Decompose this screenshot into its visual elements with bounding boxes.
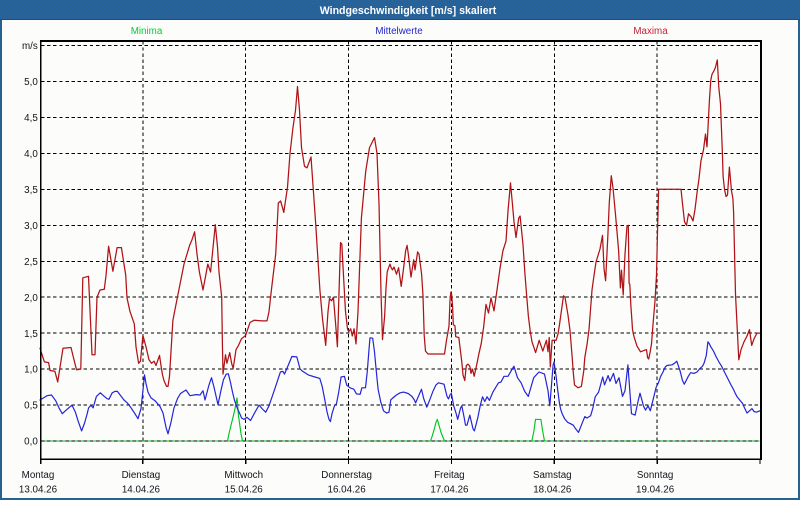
svg-text:4,5: 4,5	[24, 113, 38, 124]
svg-text:19.04.26: 19.04.26	[636, 485, 675, 496]
svg-text:0,0: 0,0	[24, 437, 38, 448]
svg-text:Donnerstag: Donnerstag	[321, 470, 372, 481]
svg-text:Minima: Minima	[131, 26, 163, 37]
svg-text:14.04.26: 14.04.26	[122, 485, 161, 496]
svg-text:2,0: 2,0	[24, 293, 38, 304]
svg-text:Freitag: Freitag	[434, 470, 465, 481]
svg-text:1,5: 1,5	[24, 329, 38, 340]
svg-text:Windgeschwindigkeit [m/s] skal: Windgeschwindigkeit [m/s] skaliert	[320, 5, 497, 17]
svg-text:Dienstag: Dienstag	[122, 470, 161, 481]
svg-text:4,0: 4,0	[24, 149, 38, 160]
svg-text:Samstag: Samstag	[533, 470, 572, 481]
svg-text:13.04.26: 13.04.26	[19, 485, 58, 496]
svg-text:17.04.26: 17.04.26	[430, 485, 469, 496]
svg-text:Mittwoch: Mittwoch	[224, 470, 263, 481]
svg-text:15.04.26: 15.04.26	[225, 485, 264, 496]
svg-text:0,5: 0,5	[24, 401, 38, 412]
svg-text:1,0: 1,0	[24, 365, 38, 376]
svg-text:18.04.26: 18.04.26	[533, 485, 572, 496]
svg-text:3,5: 3,5	[24, 185, 38, 196]
svg-text:m/s: m/s	[22, 41, 38, 52]
svg-text:Montag: Montag	[22, 470, 55, 481]
svg-text:Sonntag: Sonntag	[637, 470, 674, 481]
svg-text:5,0: 5,0	[24, 77, 38, 88]
svg-text:Mittelwerte: Mittelwerte	[375, 26, 423, 37]
svg-text:2,5: 2,5	[24, 257, 38, 268]
svg-text:3,0: 3,0	[24, 221, 38, 232]
svg-text:Maxima: Maxima	[633, 26, 668, 37]
svg-text:16.04.26: 16.04.26	[328, 485, 367, 496]
